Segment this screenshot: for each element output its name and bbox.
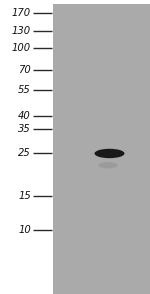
Text: 35: 35 <box>18 124 31 134</box>
Text: 15: 15 <box>18 191 31 201</box>
Text: 55: 55 <box>18 85 31 95</box>
Text: 25: 25 <box>18 148 31 158</box>
Ellipse shape <box>94 149 124 158</box>
Text: 10: 10 <box>18 225 31 235</box>
Text: 70: 70 <box>18 65 31 75</box>
Text: 130: 130 <box>12 26 31 36</box>
Text: 170: 170 <box>12 8 31 18</box>
Text: 40: 40 <box>18 111 31 121</box>
Text: 100: 100 <box>12 43 31 53</box>
FancyBboxPatch shape <box>53 0 150 294</box>
Ellipse shape <box>98 162 118 168</box>
FancyBboxPatch shape <box>53 0 150 4</box>
